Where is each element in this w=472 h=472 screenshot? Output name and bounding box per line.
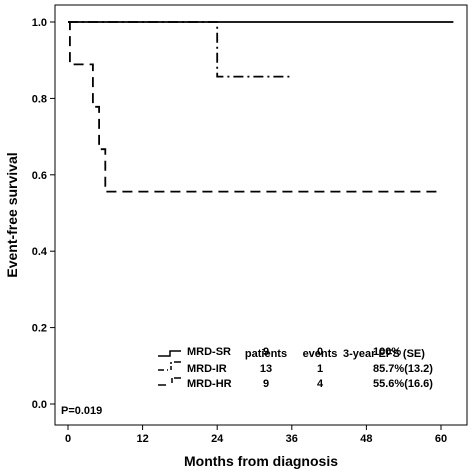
y-tick-label: 0.2 [32, 323, 47, 335]
y-axis-title: Event-free survival [4, 152, 20, 277]
y-tick-label: 0.4 [32, 246, 48, 258]
table-patients-mrd-ir: 13 [260, 363, 272, 375]
x-tick-label: 36 [286, 433, 298, 445]
table-efs-mrd-sr: 100% [373, 346, 401, 358]
table-header-events: events [303, 348, 338, 360]
table-events-mrd-sr: 0 [317, 346, 323, 358]
table-patients-mrd-hr: 9 [263, 378, 269, 390]
plot-frame [54, 4, 468, 426]
y-tick-label: 1.0 [32, 17, 47, 29]
x-tick-label: 12 [136, 433, 148, 445]
table-header-patients: patients [245, 348, 287, 360]
table-patients-mrd-sr: 9 [263, 346, 269, 358]
table-row: MRD-IR 13 1 85.7%(13.2) [158, 361, 433, 375]
y-tick-label: 0.8 [32, 93, 47, 105]
table-efs-mrd-ir: 85.7%(13.2) [373, 363, 433, 375]
legend-swatch-mrd-ir [158, 361, 181, 371]
y-tick-label: 0.6 [32, 170, 47, 182]
x-tick-label: 60 [435, 433, 447, 445]
legend-swatch-mrd-hr [158, 377, 181, 386]
y-tick-label: 0.0 [32, 399, 47, 411]
series-line-mrd-ir [68, 21, 292, 78]
p-value-annotation: P=0.019 [61, 405, 102, 417]
table-efs-mrd-hr: 55.6%(16.6) [373, 378, 433, 390]
table-row: MRD-HR 9 4 55.6%(16.6) [158, 377, 433, 390]
x-tick-label: 48 [360, 433, 372, 445]
x-tick-label: 24 [211, 433, 224, 445]
table-group-mrd-sr: MRD-SR [187, 346, 231, 358]
x-tick-label: 0 [65, 433, 71, 445]
legend-swatch-mrd-sr [158, 350, 181, 357]
table-group-mrd-ir: MRD-IR [187, 363, 227, 375]
table-events-mrd-hr: 4 [317, 378, 324, 390]
table-row: MRD-SR 9 0 100% [158, 346, 401, 358]
table-header-efs: 3-year EFS (SE) [343, 348, 425, 360]
table-events-mrd-ir: 1 [317, 363, 323, 375]
axes: 0 12 24 36 48 60 0.0 0.2 0.4 0.6 0.8 1.0 [32, 17, 447, 445]
series-layer [68, 21, 454, 193]
table-group-mrd-hr: MRD-HR [187, 378, 232, 390]
series-line-mrd-hr [68, 21, 441, 193]
x-axis-title: Months from diagnosis [184, 453, 338, 469]
